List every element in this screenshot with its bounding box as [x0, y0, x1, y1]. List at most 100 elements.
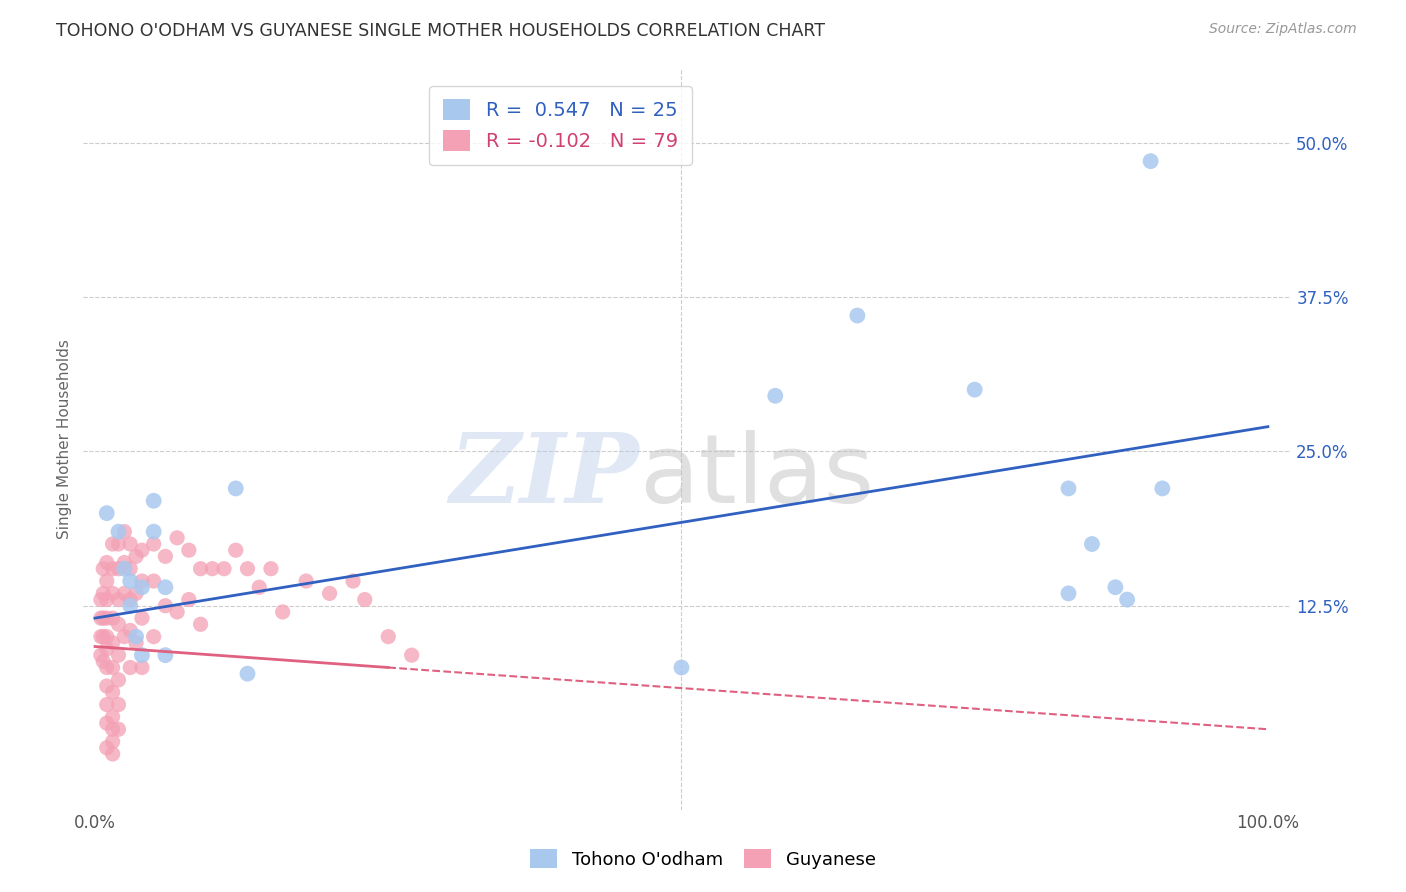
Point	[101, 586, 124, 600]
Point	[91, 611, 114, 625]
Point	[236, 666, 259, 681]
Point	[107, 723, 129, 737]
Point	[142, 630, 165, 644]
Text: atlas: atlas	[638, 430, 875, 523]
Point	[101, 723, 124, 737]
Point	[101, 636, 124, 650]
Point	[107, 617, 129, 632]
Point	[247, 580, 270, 594]
Point	[142, 574, 165, 588]
Point	[96, 592, 118, 607]
Point	[1104, 580, 1126, 594]
Point	[112, 524, 135, 539]
Point	[101, 747, 124, 761]
Text: Source: ZipAtlas.com: Source: ZipAtlas.com	[1209, 22, 1357, 37]
Point	[120, 660, 142, 674]
Point	[120, 574, 142, 588]
Point	[96, 556, 118, 570]
Point	[155, 648, 177, 662]
Point	[342, 574, 364, 588]
Point	[101, 685, 124, 699]
Legend: Tohono O'odham, Guyanese: Tohono O'odham, Guyanese	[523, 841, 883, 876]
Point	[131, 543, 153, 558]
Point	[120, 592, 142, 607]
Point	[763, 389, 786, 403]
Point	[353, 592, 375, 607]
Point	[120, 562, 142, 576]
Point	[236, 562, 259, 576]
Text: TOHONO O'ODHAM VS GUYANESE SINGLE MOTHER HOUSEHOLDS CORRELATION CHART: TOHONO O'ODHAM VS GUYANESE SINGLE MOTHER…	[56, 22, 825, 40]
Point	[101, 562, 124, 576]
Point	[107, 673, 129, 687]
Point	[96, 630, 118, 644]
Point	[177, 592, 200, 607]
Point	[120, 599, 142, 613]
Point	[112, 562, 135, 576]
Point	[91, 586, 114, 600]
Point	[177, 543, 200, 558]
Point	[166, 531, 188, 545]
Point	[125, 636, 148, 650]
Point	[155, 580, 177, 594]
Point	[1057, 586, 1080, 600]
Point	[142, 493, 165, 508]
Point	[101, 611, 124, 625]
Point	[90, 630, 112, 644]
Point	[131, 580, 153, 594]
Point	[107, 537, 129, 551]
Point	[96, 679, 118, 693]
Point	[225, 482, 247, 496]
Point	[90, 611, 112, 625]
Point	[91, 654, 114, 668]
Point	[96, 611, 118, 625]
Point	[401, 648, 423, 662]
Point	[91, 562, 114, 576]
Point	[131, 648, 153, 662]
Point	[190, 562, 212, 576]
Point	[212, 562, 235, 576]
Point	[107, 562, 129, 576]
Point	[155, 549, 177, 564]
Point	[131, 611, 153, 625]
Point	[1139, 154, 1161, 169]
Point	[963, 383, 986, 397]
Point	[1152, 482, 1174, 496]
Point	[112, 586, 135, 600]
Point	[318, 586, 340, 600]
Point	[112, 630, 135, 644]
Point	[107, 592, 129, 607]
Y-axis label: Single Mother Households: Single Mother Households	[58, 339, 72, 539]
Point	[671, 660, 693, 674]
Point	[90, 592, 112, 607]
Point	[101, 710, 124, 724]
Point	[142, 537, 165, 551]
Point	[190, 617, 212, 632]
Point	[120, 537, 142, 551]
Point	[125, 549, 148, 564]
Point	[166, 605, 188, 619]
Point	[1116, 592, 1139, 607]
Point	[846, 309, 869, 323]
Point	[101, 537, 124, 551]
Point	[96, 642, 118, 657]
Point	[96, 506, 118, 520]
Legend: R =  0.547   N = 25, R = -0.102   N = 79: R = 0.547 N = 25, R = -0.102 N = 79	[429, 86, 692, 165]
Point	[101, 660, 124, 674]
Point	[271, 605, 294, 619]
Point	[201, 562, 224, 576]
Point	[125, 630, 148, 644]
Point	[96, 740, 118, 755]
Point	[377, 630, 399, 644]
Point	[107, 698, 129, 712]
Point	[96, 574, 118, 588]
Point	[1081, 537, 1104, 551]
Point	[131, 574, 153, 588]
Point	[225, 543, 247, 558]
Point	[107, 524, 129, 539]
Point	[120, 624, 142, 638]
Point	[107, 648, 129, 662]
Point	[96, 698, 118, 712]
Point	[90, 648, 112, 662]
Point	[260, 562, 283, 576]
Point	[1057, 482, 1080, 496]
